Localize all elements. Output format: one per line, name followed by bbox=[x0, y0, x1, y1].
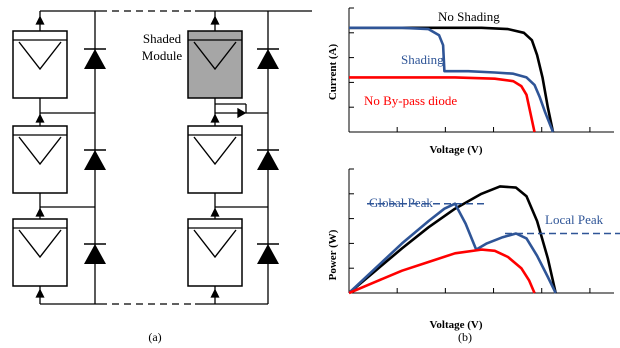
arrow-up bbox=[35, 288, 45, 298]
shaded-pv-module bbox=[187, 30, 243, 99]
shaded-label-line2: Module bbox=[142, 48, 183, 63]
arrow-up bbox=[35, 113, 45, 123]
current-arrows bbox=[35, 15, 247, 298]
bypass-diode bbox=[84, 243, 106, 264]
iv-label-shading: Shading bbox=[401, 52, 444, 67]
bypass-diode bbox=[257, 48, 279, 69]
pv-annotation-global-peak: Global Peak bbox=[369, 195, 433, 210]
pv-module bbox=[12, 218, 68, 287]
pv-module bbox=[187, 125, 243, 194]
arrow-right bbox=[237, 107, 247, 119]
series-no-shading bbox=[348, 185, 557, 294]
pv-module bbox=[12, 30, 68, 99]
pv-annotations bbox=[367, 202, 620, 235]
series-no-bypass bbox=[349, 76, 536, 133]
pv-ylabel: Power (W) bbox=[327, 229, 339, 280]
iv-ylabel: Current (A) bbox=[327, 44, 339, 101]
arrow-up bbox=[35, 207, 45, 217]
iv-series bbox=[349, 26, 555, 133]
iv-chart: No Shading Shading No By-pass diode Volt… bbox=[327, 7, 614, 156]
iv-label-no-bypass: No By-pass diode bbox=[364, 93, 457, 108]
arrow-up bbox=[210, 288, 220, 298]
pv-module bbox=[187, 218, 243, 287]
pv-series bbox=[348, 185, 557, 295]
series-shading bbox=[349, 26, 555, 133]
iv-label-no-shading: No Shading bbox=[438, 9, 500, 24]
shaded-label-line1: Shaded bbox=[143, 31, 182, 46]
bypass-diodes bbox=[84, 48, 279, 264]
arrow-up bbox=[210, 207, 220, 217]
pv-module bbox=[12, 125, 68, 194]
arrow-up bbox=[210, 113, 220, 123]
pv-chart: Global Peak Local Peak Voltage (V) Power… bbox=[327, 168, 620, 331]
bypass-diode bbox=[257, 149, 279, 170]
arrow-up bbox=[35, 15, 45, 25]
pv-modules bbox=[12, 30, 243, 287]
series-no-shading bbox=[349, 26, 555, 133]
bypass-diode bbox=[257, 243, 279, 264]
bypass-diode bbox=[84, 149, 106, 170]
pv-xlabel: Voltage (V) bbox=[429, 319, 482, 331]
arrow-up bbox=[210, 15, 220, 25]
pv-axes bbox=[348, 168, 614, 294]
caption-b: (b) bbox=[458, 330, 472, 344]
caption-a: (a) bbox=[148, 330, 161, 344]
series-no-bypass bbox=[348, 248, 536, 295]
bypass-diode bbox=[84, 48, 106, 69]
iv-xlabel: Voltage (V) bbox=[429, 144, 482, 156]
pv-annotation-local-peak: Local Peak bbox=[545, 212, 604, 227]
